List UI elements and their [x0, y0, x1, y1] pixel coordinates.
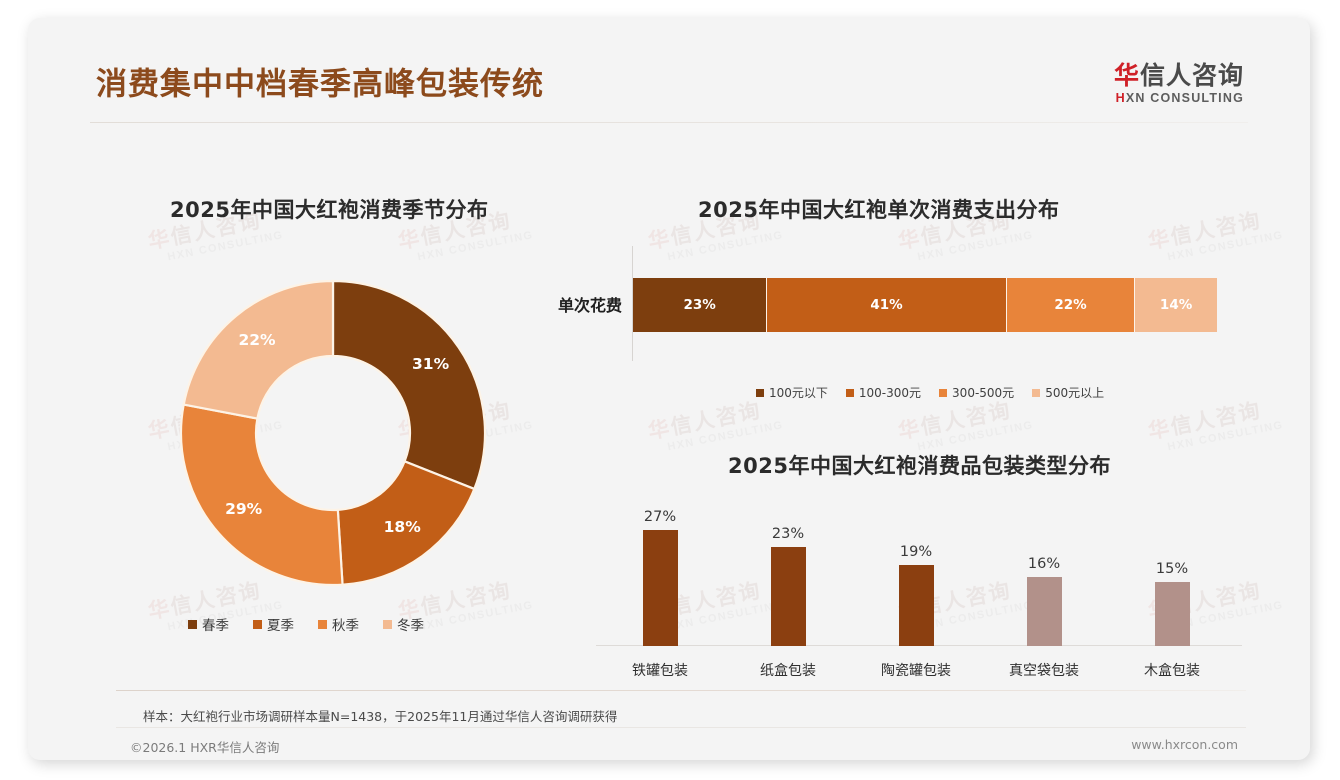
stacked-axis-line: [632, 246, 633, 361]
bar-value-label: 23%: [771, 526, 805, 543]
logo-en-rest: XN CONSULTING: [1125, 91, 1244, 105]
legend-swatch-icon: [318, 619, 327, 629]
donut-slice-label: 18%: [383, 517, 421, 536]
logo-english: HXN CONSULTING: [1114, 91, 1244, 105]
watermark-english: HXN CONSULTING: [1166, 419, 1285, 454]
watermark-english: HXN CONSULTING: [166, 229, 285, 264]
stacked-segment-100元以下[interactable]: 23%: [633, 278, 768, 332]
stacked-segment-100-300元[interactable]: 41%: [767, 278, 1007, 332]
spend-stacked-legend: 100元以下 100-300元 300-500元 500元以上: [756, 384, 1104, 401]
stacked-segment-300-500元[interactable]: 22%: [1006, 278, 1136, 332]
season-donut-legend: 春季 夏季 秋季 冬季: [188, 614, 424, 634]
donut-slice[interactable]: [331, 279, 487, 491]
legend-label: 秋季: [332, 618, 359, 634]
bar-rect[interactable]: [898, 564, 934, 646]
legend-swatch-icon: [1032, 388, 1041, 397]
chart-title-season-donut: 2025年中国大红袍消费季节分布: [170, 198, 489, 222]
copyright-text: ©2026.1 HXR华信人咨询: [130, 740, 280, 755]
bar-category-label: 铁罐包装: [632, 663, 688, 679]
bar-rect[interactable]: [642, 530, 678, 646]
stacked-segment-value: 22%: [1054, 297, 1087, 313]
bar-column[interactable]: 15%: [1108, 561, 1236, 646]
bar-value-label: 15%: [1155, 560, 1189, 577]
watermark-english: HXN CONSULTING: [416, 229, 535, 264]
legend-label: 100元以下: [769, 386, 828, 400]
stacked-segment-500元以上[interactable]: 14%: [1135, 278, 1217, 332]
brand-logo: 华信人咨询 HXN CONSULTING: [1114, 62, 1244, 105]
slide-header: 消费集中中档春季高峰包装传统 华信人咨询 HXN CONSULTING: [28, 18, 1310, 123]
bar-value-label: 27%: [643, 509, 677, 526]
legend-item-100-300元[interactable]: 100-300元: [845, 384, 922, 401]
chart-title-spend-stacked: 2025年中国大红袍单次消费支出分布: [698, 198, 1060, 222]
logo-chinese: 华信人咨询: [1114, 62, 1244, 89]
spend-stacked-chart: 单次花费 23% 41% 22% 14%: [526, 246, 1226, 361]
page-title: 消费集中中档春季高峰包装传统: [96, 66, 544, 103]
bar-category-label: 木盒包装: [1144, 663, 1200, 679]
donut-slice[interactable]: [336, 459, 476, 586]
legend-label: 春季: [202, 618, 229, 634]
legend-label: 500元以上: [1045, 386, 1105, 400]
legend-item-夏季[interactable]: 夏季: [253, 614, 294, 634]
watermark-chinese: 华信人咨询: [1146, 398, 1264, 444]
donut-slice-label: 29%: [225, 500, 263, 519]
sample-footnote: 样本：大红袍行业市场调研样本量N=1438，于2025年11月通过华信人咨询调研…: [143, 709, 618, 724]
legend-item-300-500元[interactable]: 300-500元: [939, 384, 1014, 401]
bar-rect[interactable]: [1154, 581, 1190, 646]
legend-swatch-icon: [383, 619, 392, 629]
legend-label: 300-500元: [952, 386, 1015, 400]
legend-item-100元以下[interactable]: 100元以下: [756, 384, 828, 401]
legend-label: 冬季: [397, 618, 424, 634]
bar-category-label: 真空袋包装: [1009, 663, 1079, 679]
stacked-segment-value: 14%: [1159, 297, 1193, 313]
donut-slice-label: 31%: [412, 355, 450, 374]
footer-divider: [116, 727, 1246, 728]
packaging-bars-chart: 27% 铁罐包装 23% 纸盒包装 19% 陶瓷罐包装 16% 真空袋包装 15% 木盒包装: [588, 488, 1248, 688]
legend-item-春季[interactable]: 春季: [188, 614, 229, 634]
donut-slice[interactable]: [182, 279, 335, 420]
legend-label: 100-300元: [858, 386, 922, 400]
bar-column[interactable]: 16%: [980, 556, 1108, 646]
stacked-category-label: 单次花费: [557, 296, 622, 315]
header-divider: [90, 122, 1248, 123]
legend-swatch-icon: [188, 619, 197, 629]
legend-swatch-icon: [253, 619, 262, 629]
logo-chinese-rest: 信人咨询: [1139, 61, 1244, 90]
bar-value-label: 19%: [899, 543, 933, 560]
stacked-segment-value: 41%: [870, 297, 903, 313]
bar-value-label: 16%: [1027, 556, 1061, 573]
stacked-segment-value: 23%: [683, 297, 716, 313]
legend-label: 夏季: [267, 618, 294, 634]
legend-item-500元以上[interactable]: 500元以上: [1032, 384, 1104, 401]
legend-item-秋季[interactable]: 秋季: [318, 614, 359, 634]
logo-en-accent: H: [1115, 91, 1126, 105]
website-text: www.hxrcon.com: [1131, 737, 1238, 752]
donut-svg: [179, 279, 487, 587]
legend-swatch-icon: [845, 388, 854, 397]
watermark-english: HXN CONSULTING: [916, 419, 1035, 454]
legend-swatch-icon: [939, 388, 948, 397]
bar-column[interactable]: 27%: [596, 509, 724, 646]
logo-accent-char: 华: [1113, 61, 1140, 90]
donut-slice-label: 22%: [238, 330, 276, 349]
season-donut-chart: 31% 18% 29% 22%: [148, 268, 528, 598]
chart-title-packaging-bars: 2025年中国大红袍消费品包装类型分布: [728, 454, 1111, 478]
stacked-bar-track: 23% 41% 22% 14%: [633, 278, 1217, 332]
bar-rect[interactable]: [1026, 577, 1062, 646]
bar-category-label: 陶瓷罐包装: [881, 663, 951, 679]
bar-column[interactable]: 19%: [852, 544, 980, 646]
legend-item-冬季[interactable]: 冬季: [383, 614, 424, 634]
footnote-divider: [116, 690, 1246, 691]
watermark-english: HXN CONSULTING: [416, 599, 535, 634]
legend-swatch-icon: [756, 388, 764, 397]
bar-column[interactable]: 23%: [724, 526, 852, 646]
bar-category-label: 纸盒包装: [760, 663, 816, 679]
donut-slice[interactable]: [179, 403, 344, 587]
bar-rect[interactable]: [770, 547, 806, 646]
watermark-english: HXN CONSULTING: [666, 419, 785, 454]
